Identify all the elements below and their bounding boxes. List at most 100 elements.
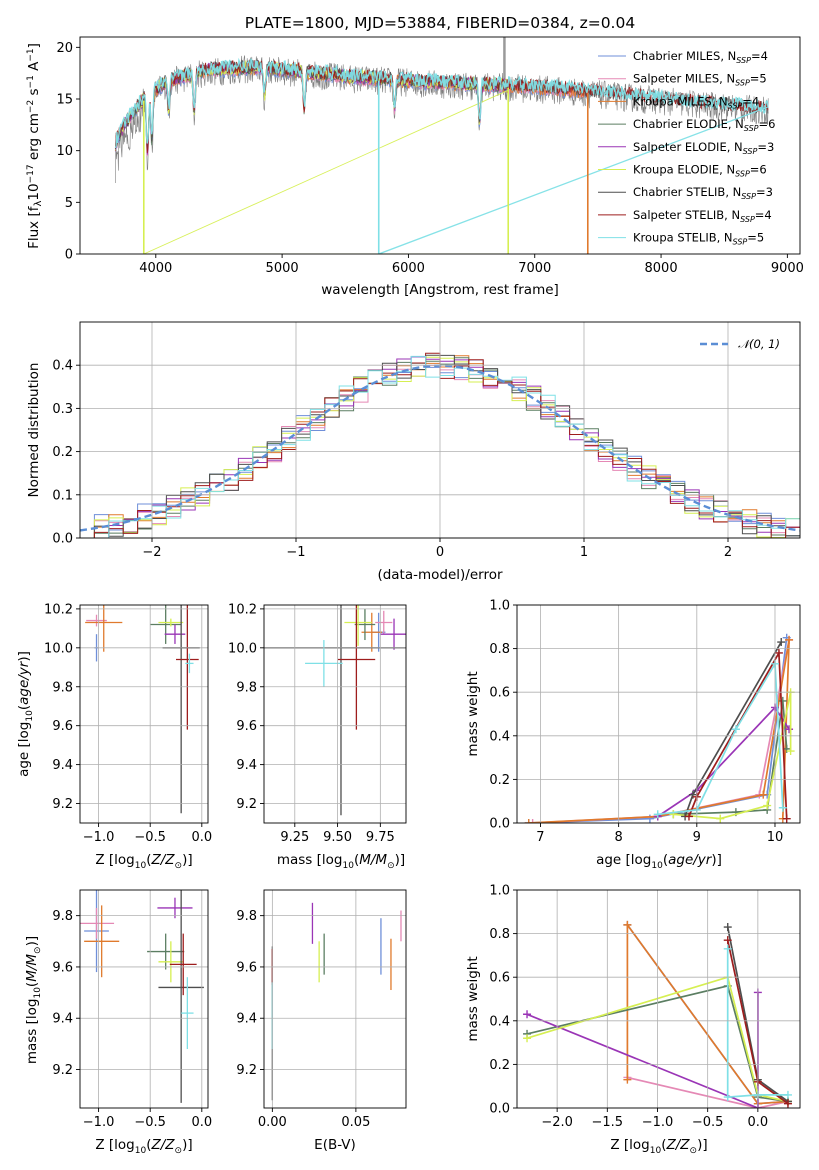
plus-marker — [723, 936, 732, 945]
x-axis-label: Z [log10(Z/Z⊙)] — [610, 1137, 707, 1156]
legend-entry: Salpeter MILES, NSSP=5 — [598, 72, 767, 88]
chart-weight-vs-age: 7 8 9 10 0.0 0.2 0.4 0.6 0.8 1.0 age [log10(age/yr… — [465, 599, 801, 871]
y-axis-label: mass weight — [465, 671, 481, 756]
x-tick-label: −1.0 — [642, 1115, 674, 1130]
y-axis-label: Flux [fλ10−17 erg cm−2 s−1 A−1] — [26, 43, 44, 249]
chart-residuals: −2 −1 0 1 2 0.0 0.1 0.2 0.3 0.4 (data-model)/error… — [26, 321, 801, 583]
y-tick-label: 0.2 — [52, 445, 73, 460]
y-tick-label: 10.0 — [44, 641, 73, 656]
series-line — [526, 976, 789, 1103]
y-tick-label: 5 — [65, 196, 73, 211]
y-tick-label: 9.8 — [52, 680, 73, 695]
y-axis-label: age [log10(age/yr)] — [16, 651, 35, 777]
y-tick-label: 10.2 — [44, 602, 73, 617]
y-tick-label: 0 — [65, 248, 73, 263]
plus-marker — [777, 638, 786, 647]
legend-entry: Kroupa STELIB, NSSP=5 — [598, 231, 764, 247]
axes-frame — [516, 889, 801, 1109]
plus-marker — [778, 696, 787, 705]
x-tick-label: −1.0 — [83, 830, 115, 845]
y-tick-label: 9.6 — [236, 719, 257, 734]
legend-label: Kroupa MILES, NSSP=4 — [633, 94, 759, 110]
legend-label: Salpeter ELODIE, NSSP=3 — [633, 140, 774, 156]
y-tick-label: 9.6 — [52, 960, 73, 975]
plus-marker — [723, 923, 732, 932]
legend-entry: Chabrier STELIB, NSSP=3 — [598, 185, 773, 201]
series-line — [726, 948, 788, 1099]
x-tick-label: −0.5 — [134, 1115, 166, 1130]
axes-frame — [516, 604, 801, 824]
y-tick-label: 0.0 — [52, 532, 73, 547]
legend: Chabrier MILES, NSSP=4 Salpeter MILES, NS… — [598, 49, 775, 247]
plus-marker — [623, 1075, 632, 1084]
x-axis-label: mass [log10(M/M⊙)] — [277, 852, 405, 871]
x-tick-label: −1.5 — [592, 1115, 624, 1130]
point-chabrier-stelib — [158, 890, 204, 1103]
plus-marker — [523, 1034, 532, 1043]
axes-frame — [263, 889, 407, 1109]
x-tick-label: 9000 — [771, 261, 804, 276]
y-tick-label: 0.4 — [489, 729, 510, 744]
x-tick-label: 5000 — [266, 261, 299, 276]
point-kroupa-elodie — [158, 618, 184, 627]
y-tick-label: 0.0 — [489, 1102, 510, 1117]
legend-label: Chabrier STELIB, NSSP=3 — [633, 185, 773, 201]
plus-marker — [716, 814, 725, 823]
legend-label: Salpeter STELIB, NSSP=4 — [633, 208, 772, 224]
y-tick-label: 9.2 — [236, 797, 257, 812]
y-tick-label: 1.0 — [489, 884, 510, 899]
y-tick-label: 0.4 — [489, 1014, 510, 1029]
model-fit-kroupa-miles — [114, 62, 589, 254]
y-tick-label: 0.8 — [489, 927, 510, 942]
y-tick-label: 0.6 — [489, 971, 510, 986]
x-tick-label: −1 — [286, 545, 305, 560]
plus-marker — [778, 803, 787, 812]
x-tick-label: 8000 — [645, 261, 678, 276]
axes-frame — [79, 604, 209, 824]
x-tick-label: 10 — [767, 830, 784, 845]
x-tick-label: −2.0 — [541, 1115, 573, 1130]
x-tick-label: −1.0 — [83, 1115, 115, 1130]
y-axis-label: mass [log10(M/M⊙)] — [24, 936, 43, 1064]
legend-entry: Kroupa MILES, NSSP=4 — [598, 94, 759, 110]
plot-area — [271, 902, 402, 1101]
plus-marker — [774, 648, 783, 657]
x-tick-label: −0.5 — [134, 830, 166, 845]
x-axis-label: Z [log10(Z/Z⊙)] — [95, 1137, 192, 1156]
y-tick-label: 9.8 — [236, 680, 257, 695]
y-tick-label: 15 — [56, 93, 73, 108]
plot-area — [114, 37, 769, 254]
plus-marker — [528, 819, 537, 823]
plus-marker — [783, 1090, 792, 1099]
y-tick-label: 20 — [56, 41, 73, 56]
legend-entry: Kroupa ELODIE, NSSP=6 — [598, 163, 767, 179]
y-tick-label: 0.4 — [52, 359, 73, 374]
chart-mass-vs-Z: −1.0 −0.5 0.0 9.2 9.4 9.6 9.8 Z [log10(Z/Z⊙)] ma… — [24, 889, 212, 1156]
x-tick-label: 0.00 — [258, 1115, 287, 1130]
point-salpeter-elodie — [380, 618, 406, 650]
y-tick-label: 0.0 — [489, 817, 510, 832]
plus-marker — [623, 920, 632, 929]
y-tick-label: 1.0 — [489, 599, 510, 614]
legend-label: Kroupa STELIB, NSSP=5 — [633, 231, 764, 247]
chart-weight-vs-Z: −2.0 −1.5 −1.0 −0.5 0.0 0.0 0.2 0.4 0.6 0.8 1.0 Z [… — [465, 884, 801, 1156]
x-tick-label: 6000 — [392, 261, 425, 276]
x-tick-label: 1 — [580, 545, 588, 560]
plus-marker — [782, 814, 791, 823]
y-tick-label: 9.4 — [236, 1012, 257, 1027]
x-tick-label: 0.0 — [191, 830, 212, 845]
plus-marker — [759, 790, 768, 799]
legend-entry: Salpeter STELIB, NSSP=4 — [598, 208, 772, 224]
y-tick-label: 0.6 — [489, 686, 510, 701]
x-axis-label: E(B-V) — [314, 1137, 356, 1153]
chart-mass-vs-ebv: 0.00 0.05 9.2 9.4 9.6 9.8 E(B-V) — [236, 889, 407, 1153]
x-tick-label: −2 — [142, 545, 161, 560]
y-tick-label: 9.6 — [236, 960, 257, 975]
series-kroupa-stelib — [723, 944, 792, 1102]
series-line — [532, 639, 790, 823]
y-tick-label: 9.8 — [236, 909, 257, 924]
plus-marker — [783, 1099, 792, 1108]
point-kroupa-stelib — [181, 977, 194, 1050]
model-fit-kroupa-stelib — [114, 57, 769, 254]
axes-frame — [79, 889, 209, 1109]
